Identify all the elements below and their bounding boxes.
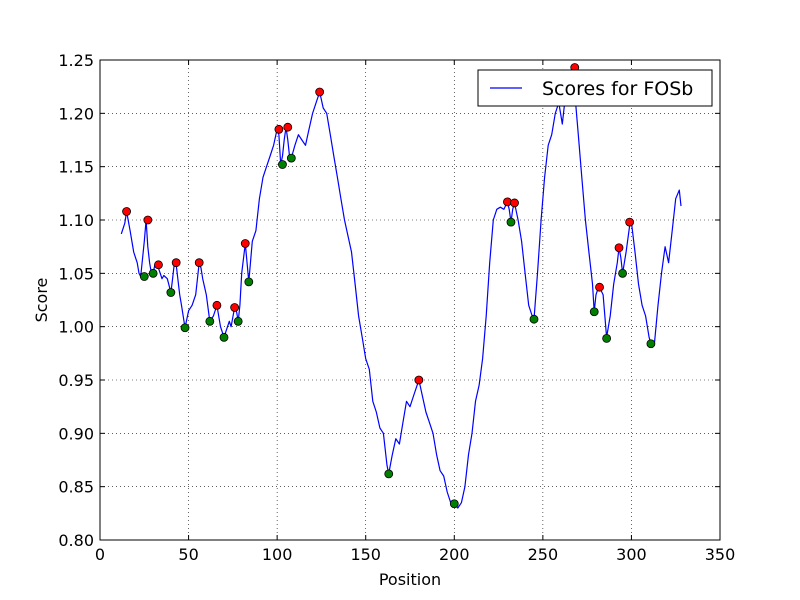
trough-marker [589, 307, 599, 317]
y-tick-label: 0.80 [58, 531, 94, 550]
peak-marker [503, 197, 512, 207]
legend-label: Scores for FOSb [542, 78, 693, 100]
peak-marker [194, 258, 204, 268]
plot-area [100, 60, 720, 540]
x-tick-label: 300 [616, 545, 647, 564]
peak-marker [230, 303, 240, 312]
y-tick-label: 0.85 [58, 478, 94, 497]
trough-marker [384, 469, 394, 479]
peak-marker [595, 282, 604, 292]
peak-marker [283, 122, 293, 132]
y-tick-label: 1.05 [58, 264, 94, 283]
axis-ticks: 0 50 100 150 200 250 300 350 0.80 0.85 0.90 0.95 1.0… [58, 51, 735, 564]
trough-marker [618, 268, 627, 278]
trough-marker [244, 277, 254, 287]
x-tick-label: 50 [178, 545, 198, 564]
peak-marker [625, 217, 635, 227]
y-axis-label: Score [32, 278, 51, 323]
grid-lines [100, 60, 720, 540]
x-tick-label: 350 [705, 545, 736, 564]
trough-marker [148, 268, 158, 278]
x-axis-label: Position [379, 570, 441, 589]
peak-marker [122, 207, 131, 216]
trough-marker [139, 272, 149, 281]
peak-marker [315, 87, 325, 97]
trough-marker [646, 339, 656, 349]
peak-marker [212, 300, 222, 310]
plot-frame [99, 59, 721, 541]
trough-marker [278, 160, 287, 169]
x-tick-label: 150 [350, 545, 381, 564]
peak-marker [614, 243, 624, 253]
peak-marker [171, 258, 181, 268]
peak-marker [414, 375, 424, 385]
trough-marker [506, 217, 516, 227]
peak-marker [240, 239, 250, 248]
x-tick-label: 250 [528, 545, 559, 564]
x-tick-label: 100 [262, 545, 293, 564]
plot-content [120, 63, 682, 509]
peak-marker [143, 215, 153, 225]
y-tick-label: 0.90 [58, 424, 94, 443]
series-line-scores [120, 66, 682, 509]
trough-marker [180, 323, 190, 333]
trough-marker [602, 333, 612, 343]
trough-marker [233, 316, 243, 326]
x-tick-label: 0 [95, 545, 105, 564]
y-tick-label: 1.10 [58, 211, 94, 230]
trough-marker [219, 332, 229, 342]
trough-marker [286, 153, 296, 163]
y-tick-label: 1.20 [58, 104, 94, 123]
trough-marker [205, 316, 215, 326]
legend: Scores for FOSb [477, 69, 713, 107]
peak-marker [274, 124, 284, 134]
legend-box [477, 69, 713, 107]
trough-marker [449, 499, 459, 509]
trough-marker [529, 314, 539, 324]
peak-marker [154, 260, 163, 270]
y-tick-label: 1.00 [58, 318, 94, 337]
y-tick-label: 0.95 [58, 371, 94, 390]
peak-marker [510, 198, 519, 208]
trough-marker [166, 288, 176, 297]
y-tick-label: 1.15 [58, 158, 94, 177]
x-tick-label: 200 [439, 545, 470, 564]
y-tick-label: 1.25 [58, 51, 94, 70]
